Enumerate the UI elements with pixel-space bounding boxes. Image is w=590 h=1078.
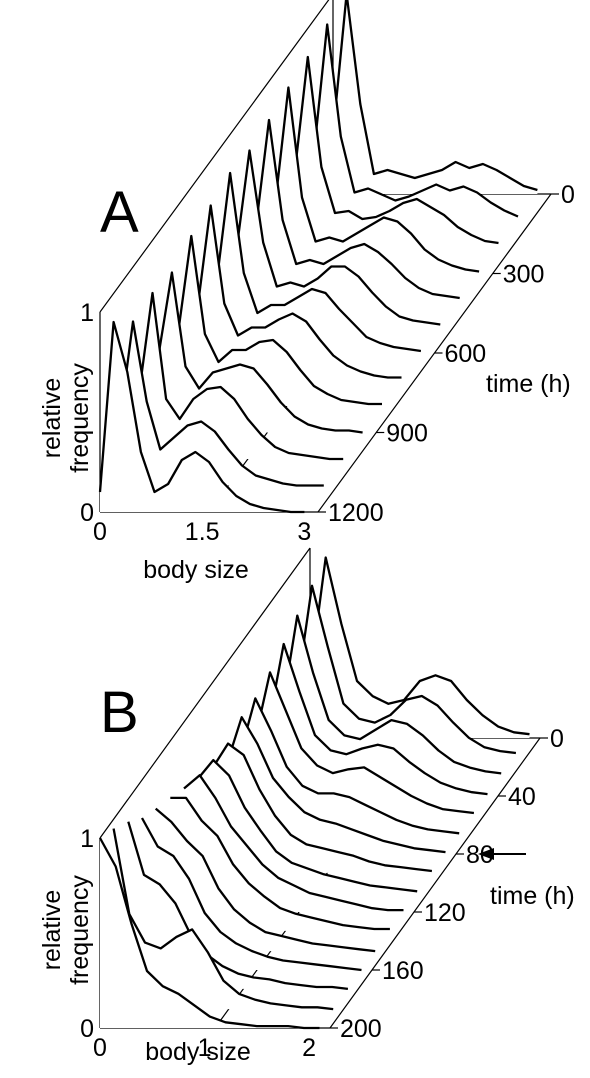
panel-a-curves — [98, 0, 538, 514]
arrow-head — [478, 848, 494, 860]
panelB-series-6-mask — [226, 717, 446, 854]
panelB-series-14-mask — [113, 828, 334, 1010]
panelB-x-tick-2: 2 — [302, 1034, 316, 1062]
panelA-x-tick-1: 1.5 — [185, 518, 220, 546]
panelB-series-4-line — [253, 671, 475, 815]
panel-b-arrow — [478, 848, 526, 860]
panelB-series-12-line — [140, 817, 362, 972]
panelA-series-4-line — [254, 118, 460, 300]
panelA-series-11-mask — [119, 321, 324, 486]
panelB-series-5-mask — [239, 698, 460, 836]
panelB-series-2-line — [280, 614, 502, 775]
panelB-time-tick-4: 160 — [382, 957, 424, 985]
panelA-x-tick-2: 3 — [297, 518, 311, 546]
panelB-series-0-mask — [310, 557, 530, 738]
panelA-series-1-mask — [313, 24, 518, 221]
panelB-y-tick-0: 0 — [80, 1015, 94, 1043]
panelB-y-tick-1: 1 — [80, 825, 94, 853]
panel-a-time-axis-label: time (h) — [486, 370, 571, 398]
panelB-series-4-mask — [254, 672, 474, 815]
panel-a-y-axis-label-line2: frequency — [66, 363, 94, 473]
panelB-series-15-mask — [100, 838, 320, 1028]
panel-b-label: B — [100, 680, 139, 745]
panelA-series-11-line — [118, 320, 324, 487]
panelA-series-10-mask — [138, 293, 344, 459]
panelA-series-3-line — [273, 86, 480, 273]
panelA-series-12-mask — [100, 322, 305, 512]
panel-a: A relative frequency body size time (h) … — [38, 0, 575, 584]
panelB-time-axis — [329, 737, 541, 1029]
panelA-series-2-mask — [294, 57, 499, 247]
panelA-series-10-line — [137, 291, 344, 461]
panel-b-y-axis-label-line1: relative — [38, 890, 66, 971]
panelA-series-8-mask — [177, 236, 382, 406]
panelA-series-1-line — [312, 23, 519, 218]
panelA-time-tick-2: 600 — [445, 340, 487, 368]
panelA-series-9-line — [157, 271, 363, 434]
panelA-series-3-mask — [274, 87, 480, 274]
panelA-series-2-line — [293, 55, 499, 245]
panelA-series-0-line — [331, 0, 538, 192]
panelB-series-8-line — [196, 758, 418, 893]
panelA-time-tick-1: 300 — [503, 261, 545, 289]
panelA-series-0-mask — [333, 0, 538, 194]
panel-b-time-axis-label: time (h) — [490, 882, 575, 910]
panelB-time-tick-5: 200 — [340, 1015, 382, 1043]
panelB-time-tick-1: 40 — [508, 783, 536, 811]
panel-b-x-axis-label: body size — [145, 1038, 251, 1066]
panelA-time-tick-3: 900 — [386, 420, 428, 448]
panelA-series-5-line — [234, 149, 441, 326]
panelB-x-tick-0: 0 — [93, 1034, 107, 1062]
panelB-series-1-mask — [296, 585, 516, 757]
panelA-series-12-line — [98, 320, 305, 514]
panelA-time-tick-0: 0 — [561, 181, 575, 209]
panelB-series-15-line — [98, 837, 320, 1030]
panel-a-y-axis-label-line1: relative — [38, 378, 66, 459]
panel-b-y-axis-label-line2: frequency — [66, 875, 94, 985]
panelB-series-13-line — [127, 821, 349, 991]
panel-b: B relative frequency body size time (h) … — [38, 547, 575, 1066]
panelA-left-top-edge — [99, 0, 330, 313]
panelA-series-6-line — [215, 171, 422, 353]
panelB-series-9-line — [183, 774, 404, 912]
panelB-series-0-line — [308, 556, 530, 736]
panelB-series-5-line — [238, 697, 460, 835]
panelA-series-7-line — [195, 204, 402, 379]
panelB-series-2-mask — [281, 615, 502, 778]
panelB-time-tick-0: 0 — [550, 725, 564, 753]
panel-a-ticks: 0 1.5 3 0 1 0 300 600 900 1200 — [80, 181, 575, 546]
panelB-series-7-line — [211, 742, 433, 873]
panelB-x-tick-1: 1 — [198, 1034, 212, 1062]
panelB-series-3-mask — [268, 644, 488, 796]
panelB-series-11-line — [154, 807, 376, 953]
panelA-y-tick-0: 0 — [80, 499, 94, 527]
panelB-series-14-line — [112, 828, 334, 1011]
panel-a-label: A — [100, 180, 139, 245]
panelB-series-12-mask — [142, 818, 362, 970]
panelA-time-tick-4: 1200 — [328, 499, 384, 527]
panelB-series-6-line — [224, 716, 446, 854]
panelA-series-8-line — [176, 234, 382, 406]
panelA-series-7-mask — [197, 205, 402, 380]
panel-a-x-axis-label: body size — [143, 556, 249, 584]
panelB-series-3-line — [266, 642, 488, 796]
panelB-series-1-line — [295, 584, 517, 755]
panelB-series-10-line — [170, 796, 390, 931]
panel-b-curves — [98, 556, 530, 1030]
panelB-series-11-mask — [155, 808, 376, 952]
panelB-left-top-edge — [99, 547, 311, 839]
panelB-time-tick-3: 120 — [424, 899, 466, 927]
panelA-y-tick-1: 1 — [80, 299, 94, 327]
panelA-x-tick-0: 0 — [93, 518, 107, 546]
